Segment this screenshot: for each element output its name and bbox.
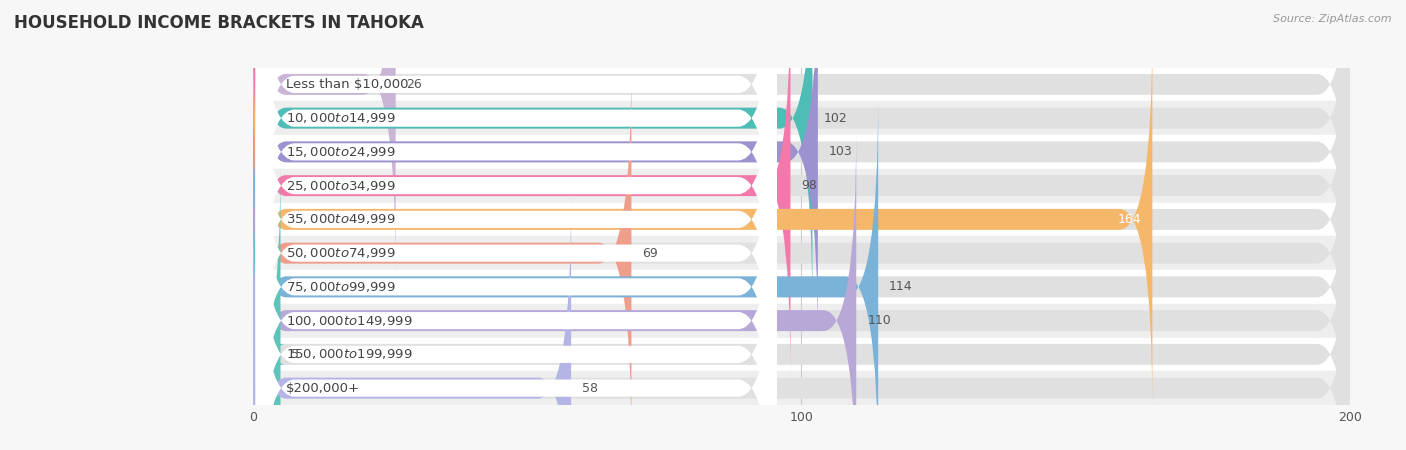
Text: 110: 110 — [868, 314, 891, 327]
Text: 58: 58 — [582, 382, 598, 395]
Bar — [253, 135, 1350, 169]
FancyBboxPatch shape — [253, 0, 395, 276]
FancyBboxPatch shape — [247, 162, 285, 450]
Text: 164: 164 — [1118, 213, 1142, 226]
Bar — [253, 169, 1350, 202]
FancyBboxPatch shape — [253, 0, 790, 378]
Bar — [253, 101, 1350, 135]
FancyBboxPatch shape — [253, 61, 631, 445]
Text: $100,000 to $149,999: $100,000 to $149,999 — [285, 314, 412, 328]
Bar — [253, 202, 1350, 236]
FancyBboxPatch shape — [253, 0, 1350, 310]
FancyBboxPatch shape — [253, 61, 1350, 445]
FancyBboxPatch shape — [256, 0, 776, 413]
Bar — [253, 304, 1350, 338]
FancyBboxPatch shape — [253, 129, 856, 450]
Text: 5: 5 — [291, 348, 299, 361]
Text: $150,000 to $199,999: $150,000 to $199,999 — [285, 347, 412, 361]
FancyBboxPatch shape — [253, 162, 1350, 450]
FancyBboxPatch shape — [256, 0, 776, 447]
Text: $25,000 to $34,999: $25,000 to $34,999 — [285, 179, 395, 193]
FancyBboxPatch shape — [253, 27, 1153, 411]
Text: 98: 98 — [801, 179, 817, 192]
Text: 103: 103 — [830, 145, 852, 158]
FancyBboxPatch shape — [256, 0, 776, 379]
FancyBboxPatch shape — [253, 95, 879, 450]
Bar — [253, 68, 1350, 101]
Text: 102: 102 — [824, 112, 846, 125]
Text: $200,000+: $200,000+ — [285, 382, 360, 395]
Text: $10,000 to $14,999: $10,000 to $14,999 — [285, 111, 395, 125]
FancyBboxPatch shape — [253, 196, 571, 450]
FancyBboxPatch shape — [256, 93, 776, 450]
Text: HOUSEHOLD INCOME BRACKETS IN TAHOKA: HOUSEHOLD INCOME BRACKETS IN TAHOKA — [14, 14, 425, 32]
FancyBboxPatch shape — [253, 0, 1350, 344]
FancyBboxPatch shape — [253, 0, 1350, 378]
FancyBboxPatch shape — [256, 0, 776, 312]
Text: Less than $10,000: Less than $10,000 — [285, 78, 409, 91]
FancyBboxPatch shape — [253, 0, 818, 344]
FancyBboxPatch shape — [256, 26, 776, 450]
Bar — [253, 236, 1350, 270]
Bar — [253, 270, 1350, 304]
FancyBboxPatch shape — [253, 129, 1350, 450]
FancyBboxPatch shape — [253, 95, 1350, 450]
FancyBboxPatch shape — [256, 0, 776, 346]
FancyBboxPatch shape — [253, 0, 1350, 276]
FancyBboxPatch shape — [256, 59, 776, 450]
FancyBboxPatch shape — [256, 127, 776, 450]
Text: Source: ZipAtlas.com: Source: ZipAtlas.com — [1274, 14, 1392, 23]
FancyBboxPatch shape — [253, 27, 1350, 411]
FancyBboxPatch shape — [256, 161, 776, 450]
Text: $75,000 to $99,999: $75,000 to $99,999 — [285, 280, 395, 294]
Bar — [253, 338, 1350, 371]
Text: $50,000 to $74,999: $50,000 to $74,999 — [285, 246, 395, 260]
Text: $35,000 to $49,999: $35,000 to $49,999 — [285, 212, 395, 226]
Bar — [253, 371, 1350, 405]
FancyBboxPatch shape — [253, 196, 1350, 450]
Text: 114: 114 — [889, 280, 912, 293]
FancyBboxPatch shape — [253, 0, 813, 310]
Text: 26: 26 — [406, 78, 422, 91]
Text: 69: 69 — [643, 247, 658, 260]
Text: $15,000 to $24,999: $15,000 to $24,999 — [285, 145, 395, 159]
